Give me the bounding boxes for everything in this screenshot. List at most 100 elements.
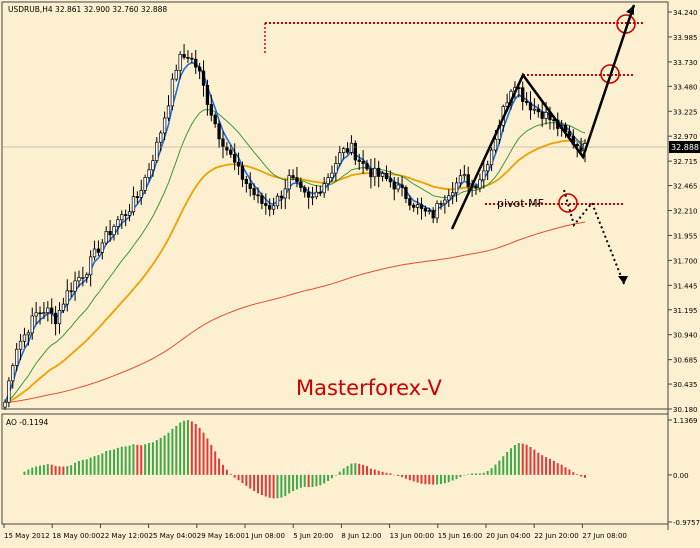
price-tick-label: 31.700 [673, 257, 698, 265]
ao-axis: 1.1369 0.00 -0.9757 [668, 417, 700, 527]
date-label: 5 Jun 20:00 [293, 532, 333, 540]
price-tick-label: 32.970 [673, 133, 698, 141]
candle-body [462, 174, 466, 177]
candle-body [458, 175, 463, 184]
candle-body [194, 58, 198, 68]
candle-body [116, 219, 120, 227]
candle-body [540, 111, 544, 119]
ma-line-slow [4, 139, 586, 404]
candle-body [377, 167, 381, 177]
candle-body [260, 195, 264, 204]
candle-body [244, 178, 248, 184]
wave-arrow-head [626, 5, 634, 15]
candle-body [283, 188, 287, 199]
candle-body [69, 290, 73, 293]
candle-body [92, 248, 97, 258]
candle-body [135, 196, 139, 198]
candle-body [431, 210, 435, 219]
candle-body [295, 177, 299, 183]
current-price-badge [669, 141, 700, 153]
candle-body [299, 181, 303, 188]
price-tick-label: 33.730 [673, 59, 698, 67]
candle-body [579, 145, 583, 152]
candle-body [318, 191, 322, 194]
candle-body [124, 214, 128, 216]
candle-body [236, 161, 241, 167]
candle-body [159, 132, 163, 143]
candle-body [147, 169, 151, 178]
candle-body [268, 205, 272, 210]
candle-body [528, 102, 533, 111]
candle-body [120, 214, 124, 221]
candle-body [342, 148, 346, 153]
candle-body [349, 142, 354, 153]
candle-body [57, 310, 62, 325]
candle-body [400, 184, 404, 188]
ma-line-fast [4, 61, 586, 403]
candle-body [380, 173, 385, 177]
candlesticks [3, 44, 587, 410]
candle-body [415, 204, 420, 208]
date-label: 20 Jun 04:00 [486, 532, 530, 540]
candle-body [447, 195, 451, 201]
candle-body [353, 142, 357, 161]
candle-body [365, 163, 369, 170]
candle-body [544, 112, 548, 119]
candle-body [451, 192, 455, 197]
candle-body [521, 87, 525, 102]
candle-body [139, 190, 143, 198]
candle-body [42, 312, 46, 314]
candle-body [357, 159, 361, 162]
candle-body [201, 70, 206, 86]
candle-body [85, 274, 89, 278]
candle-body [100, 242, 104, 253]
price-axis: 34.240 33.985 33.730 33.480 33.225 32.970 32.7… [668, 9, 698, 414]
candle-body [50, 307, 54, 314]
candle-body [53, 312, 58, 325]
ma-line-long [4, 221, 586, 403]
candle-body [275, 195, 280, 207]
candle-body [435, 203, 439, 219]
ao-tick-label: 1.1369 [673, 417, 698, 425]
candle-body [310, 196, 315, 199]
candle-body [303, 187, 307, 193]
candle-body [291, 175, 295, 178]
candle-body [532, 108, 537, 111]
candle-body [334, 163, 338, 174]
candle-body [240, 165, 245, 180]
candle-body [18, 340, 23, 350]
candle-body [306, 191, 311, 198]
candle-body [104, 231, 108, 244]
date-label: 29 May 16:00 [197, 532, 245, 540]
candle-body [186, 56, 190, 59]
candle-body [443, 199, 447, 205]
candle-body [373, 167, 377, 178]
candle-body [388, 178, 393, 183]
candle-body [408, 198, 412, 206]
bearish-scenario-line [563, 189, 625, 285]
candle-body [454, 182, 459, 194]
ao-label: AO -0.1194 [6, 418, 48, 427]
candle-body [34, 312, 38, 317]
pivot-circle [558, 193, 578, 213]
date-label: 25 May 04:00 [149, 532, 197, 540]
date-label: 15 May 2012 [4, 532, 50, 540]
candle-body [439, 203, 443, 205]
price-tick-label: 33.985 [673, 34, 698, 42]
candle-body [287, 175, 291, 190]
target-circle-mid [600, 64, 620, 84]
candle-body [330, 172, 334, 179]
candle-body [65, 290, 69, 305]
price-tick-label: 30.940 [673, 332, 698, 340]
candle-body [15, 348, 19, 366]
candle-body [404, 187, 408, 199]
candle-body [46, 307, 50, 313]
candle-body [233, 154, 237, 163]
symbol-header: USDRUB,H4 32.861 32.900 32.760 32.888 [8, 5, 167, 14]
candle-body [26, 332, 31, 336]
candle-body [486, 164, 490, 172]
candle-body [384, 173, 389, 179]
candle-body [182, 54, 186, 58]
